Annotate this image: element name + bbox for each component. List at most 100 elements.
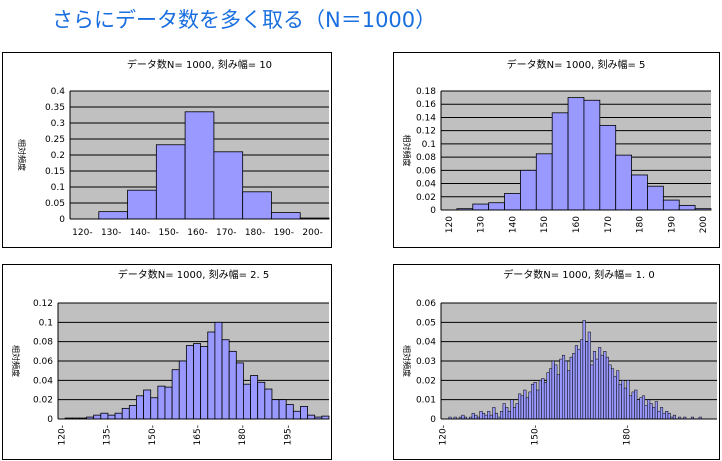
bar (623, 387, 627, 420)
bar (595, 358, 599, 420)
bar (561, 354, 566, 420)
chart-title: データ数N= 1000, 刻み幅= 2. 5 (118, 268, 269, 281)
bar (127, 189, 157, 220)
page-title: さらにデータ数を多く取る（N＝1000） (52, 8, 437, 32)
y-tick-label: 0.03 (416, 357, 436, 367)
bar (665, 411, 669, 420)
bar (213, 151, 244, 220)
bar (155, 144, 186, 220)
x-tick-label: 130- (101, 228, 121, 238)
bar (487, 411, 491, 420)
y-tick-label: 0 (430, 206, 436, 216)
bar (143, 389, 152, 420)
bar (626, 380, 630, 420)
bar (136, 395, 144, 420)
bar (641, 395, 646, 420)
chart-panel-bin-10: データ数N= 1000, 刻み幅= 10 相対頻度 0 0.05 0.1 0.15 0.2 0… (2, 52, 332, 248)
bar (278, 399, 287, 420)
bar (567, 97, 585, 211)
x-tick-label: 140 (508, 216, 518, 233)
x-tick-label: 120 (445, 216, 455, 233)
bar (150, 397, 159, 420)
x-tick-label: 180- (245, 228, 265, 238)
bar (307, 414, 316, 420)
chart-svg: データ数N= 1000, 刻み幅= 2. 5 相対頻度 0 0.02 0.04 0.06 0… (11, 268, 330, 445)
bar (662, 412, 666, 420)
y-axis-label: 相対頻度 (402, 135, 412, 167)
bar (171, 369, 180, 420)
bar (538, 380, 542, 420)
bar (652, 407, 656, 420)
chart-svg: データ数N= 1000, 刻み幅= 10 相対頻度 0 0.05 0.1 0.15 0.2 0… (17, 58, 330, 238)
bar (271, 399, 280, 420)
x-tick-label: 140- (130, 228, 150, 238)
y-tick-label: 0.06 (416, 299, 436, 309)
bar (472, 203, 490, 211)
bar (502, 403, 506, 420)
bar (257, 381, 266, 420)
y-tick-label: 0 (47, 415, 53, 425)
bar (107, 414, 116, 420)
bar (556, 374, 560, 420)
bar (608, 364, 612, 420)
y-tick-label: 0.02 (416, 193, 436, 203)
bar (242, 191, 272, 220)
chart-svg: データ数N= 1000, 刻み幅= 5 相対頻度 0 0.02 0.04 0.06 0.08… (402, 58, 712, 233)
y-tick-label: 0.05 (416, 318, 436, 328)
bar (184, 111, 215, 220)
bar (93, 414, 102, 420)
y-tick-label: 0 (59, 215, 65, 225)
bar (535, 153, 553, 211)
x-tick-label: 180- (238, 425, 248, 445)
bar (647, 185, 664, 211)
bar (525, 397, 529, 420)
y-tick-label: 0.06 (416, 166, 436, 176)
bar (618, 383, 622, 420)
bar (474, 414, 478, 420)
bar (569, 356, 573, 420)
y-axis-label: 相対頻度 (17, 139, 27, 171)
bar (264, 388, 273, 420)
bar (98, 211, 128, 220)
x-tick-label: 120- (72, 228, 92, 238)
x-tick-label: 170- (216, 228, 236, 238)
bar (178, 360, 187, 420)
bar (228, 350, 237, 420)
bar (644, 405, 648, 420)
bar (510, 399, 514, 420)
y-axis-label: 相対頻度 (11, 345, 21, 377)
bar (128, 405, 137, 420)
bar (572, 353, 576, 420)
bar (613, 376, 617, 420)
bar (599, 124, 617, 211)
bar (461, 414, 465, 420)
bar (574, 345, 578, 420)
bar (672, 414, 676, 420)
bar (494, 412, 498, 420)
bar (592, 351, 597, 420)
x-tick-label: 165- (193, 425, 203, 445)
bar (235, 362, 244, 420)
x-tick-label: 150 (540, 216, 550, 233)
y-tick-label: 0.12 (416, 127, 436, 137)
bar (492, 407, 496, 420)
bar (121, 407, 130, 420)
bar (582, 320, 586, 420)
bar (657, 411, 661, 420)
bar (271, 212, 301, 220)
x-tick-label: 200 (699, 216, 709, 233)
x-tick-label: 190 (667, 216, 677, 233)
x-tick-label: 180 (636, 216, 646, 233)
bar (577, 349, 581, 420)
bar (639, 397, 643, 420)
x-tick-label: 130 (477, 216, 487, 233)
bar (214, 321, 223, 420)
bar (515, 403, 519, 420)
y-tick-label: 0.08 (33, 338, 53, 348)
bar (512, 407, 517, 420)
y-tick-label: 0.1 (39, 318, 53, 328)
bar (551, 112, 569, 211)
x-tick-label: 180- (622, 425, 632, 445)
x-tick-label: 120- (58, 425, 68, 445)
bar (559, 358, 563, 420)
